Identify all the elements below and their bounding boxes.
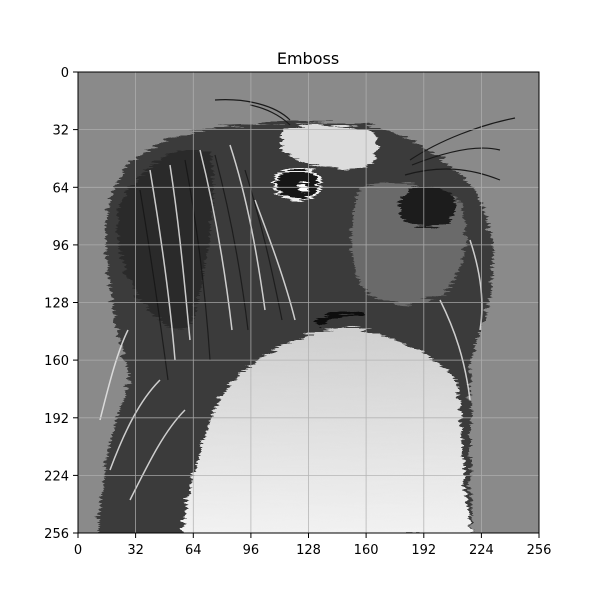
y-tick-label: 32: [52, 124, 69, 139]
dog-mouth: [313, 308, 364, 325]
dog-head-light: [280, 122, 376, 167]
x-tick-label: 128: [296, 543, 321, 558]
dog-chest-light: [180, 325, 470, 533]
dog-eye: [272, 165, 320, 199]
x-tick-label: 32: [127, 543, 144, 558]
y-tick-label: 64: [52, 181, 69, 196]
y-tick-label: 192: [44, 412, 69, 427]
y-tick-label: 256: [44, 527, 69, 542]
dog-nose: [397, 183, 453, 227]
y-tick-label: 128: [44, 297, 69, 312]
x-tick-label: 256: [527, 543, 552, 558]
chart-title: Emboss: [277, 49, 339, 68]
x-tick-label: 160: [354, 543, 379, 558]
whiskers: [214, 99, 516, 181]
y-tick-labels: 0 32 64 96 128 160 192 224 256: [44, 66, 69, 542]
y-tick-label: 96: [52, 239, 69, 254]
y-ticks: [73, 71, 78, 534]
x-tick-label: 0: [74, 543, 82, 558]
x-ticks: [77, 533, 540, 538]
x-tick-label: 192: [411, 543, 436, 558]
grid: [78, 72, 539, 533]
y-tick-label: 224: [44, 469, 69, 484]
fur-strokes: [99, 144, 483, 501]
x-tick-label: 64: [185, 543, 202, 558]
x-tick-label: 224: [469, 543, 494, 558]
dog-ear-left: [115, 147, 212, 327]
x-tick-label: 96: [243, 543, 260, 558]
x-tick-labels: 0 32 64 96 128 160 192 224 256: [74, 543, 552, 558]
y-tick-label: 0: [61, 66, 69, 81]
y-tick-label: 160: [44, 354, 69, 369]
